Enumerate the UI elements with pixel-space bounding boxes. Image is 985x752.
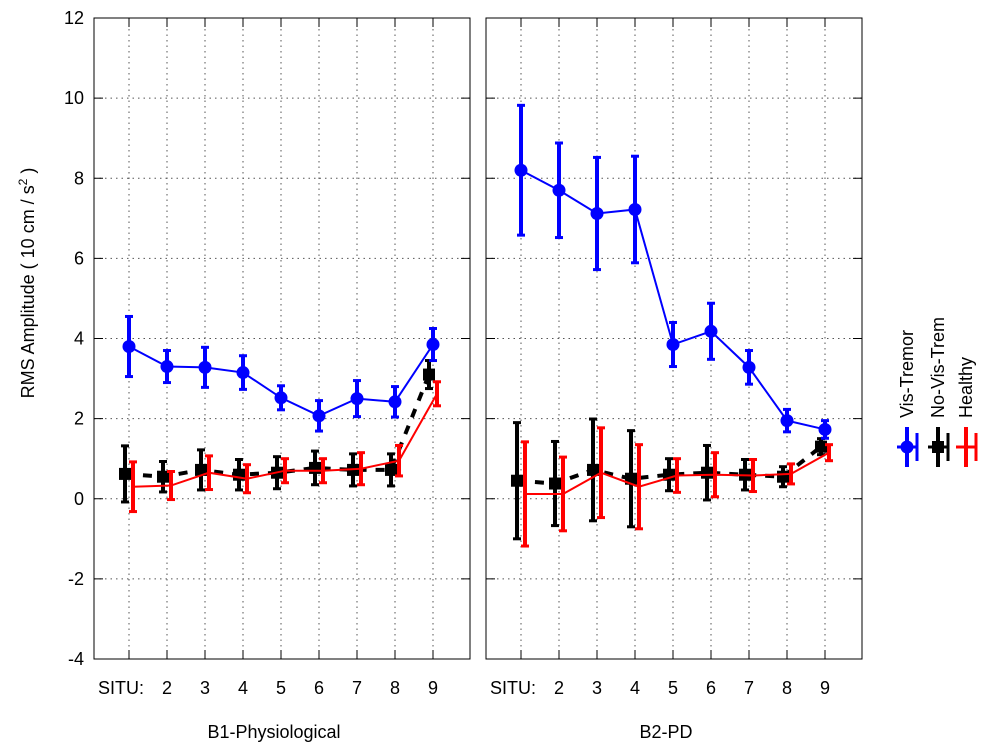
x-tick-label: 9 [820, 678, 830, 698]
y-axis-label: RMS Amplitude ( 10 cm / s2 ) [16, 168, 38, 399]
data-point [587, 463, 599, 476]
x-tick-label: SITU: [98, 678, 144, 698]
series-healthy [521, 426, 833, 548]
data-point [666, 338, 680, 352]
x-tick-label: 2 [554, 678, 564, 698]
data-point [157, 470, 169, 483]
data-point [742, 360, 756, 374]
x-tick-label: SITU: [490, 678, 536, 698]
y-tick-label: 12 [64, 8, 84, 28]
panel-2: SITU: 2 3 4 5 6 7 8 9 B2-PD [485, 17, 863, 742]
series-vis-tremor [514, 103, 832, 440]
panel-title: B2-PD [639, 722, 692, 742]
legend-key-marker [932, 441, 944, 453]
legend-label: Healthy [956, 357, 976, 418]
data-point [552, 183, 566, 197]
x-tick-label: 6 [314, 678, 324, 698]
x-tick-label: 5 [668, 678, 678, 698]
series-no-vis-trem [119, 359, 435, 504]
x-tick-label: 3 [200, 678, 210, 698]
data-point [122, 340, 136, 354]
legend-key-marker [900, 440, 914, 454]
series-no-vis-trem [511, 417, 827, 541]
legend: Vis-Tremor No-Vis-Trem Healthy [897, 317, 978, 467]
data-point [160, 360, 174, 374]
data-point [388, 395, 402, 409]
data-point [511, 474, 523, 487]
y-tick-label: 6 [74, 248, 84, 268]
x-tick-label: 7 [352, 678, 362, 698]
data-point [426, 338, 440, 352]
panel-title: B1-Physiological [207, 722, 340, 742]
y-tick-label: -4 [68, 649, 84, 669]
x-tick-label: 2 [162, 678, 172, 698]
series-line [124, 373, 431, 479]
data-point [514, 163, 528, 177]
series-healthy [129, 380, 441, 514]
x-tick-label: 8 [390, 678, 400, 698]
data-point [704, 324, 718, 338]
series-line [516, 445, 823, 486]
y-tick-label: -2 [68, 569, 84, 589]
data-point [195, 463, 207, 476]
data-point [385, 463, 397, 476]
data-point [549, 477, 561, 490]
y-tick-label: 10 [64, 88, 84, 108]
data-point [701, 466, 713, 479]
data-point [780, 414, 794, 428]
y-tick-label: 2 [74, 409, 84, 429]
x-tick-label: 6 [706, 678, 716, 698]
data-point [119, 467, 131, 480]
data-point [628, 202, 642, 216]
x-tick-label: 3 [592, 678, 602, 698]
data-point [590, 207, 604, 221]
x-tick-label: 4 [630, 678, 640, 698]
y-tick-label: 0 [74, 489, 84, 509]
data-point [423, 368, 435, 381]
x-tick-label: 7 [744, 678, 754, 698]
panel-1: -4 -2 0 2 4 6 8 10 12 SITU: 2 3 4 5 6 7 8 9 B1-Physiologic… [64, 8, 471, 742]
data-point [777, 470, 789, 483]
x-tick-label: 9 [428, 678, 438, 698]
data-point [309, 461, 321, 474]
legend-label: Vis-Tremor [897, 330, 917, 418]
x-tick-label: 5 [276, 678, 286, 698]
data-point [818, 422, 832, 436]
series-vis-tremor [122, 314, 440, 433]
data-point [350, 392, 364, 406]
data-point [236, 366, 250, 380]
y-tick-label: 8 [74, 168, 84, 188]
data-point [274, 391, 288, 405]
data-point [815, 440, 827, 453]
data-point [198, 360, 212, 374]
legend-label: No-Vis-Trem [928, 317, 948, 418]
data-point [312, 409, 326, 423]
x-tick-label: 4 [238, 678, 248, 698]
x-tick-label: 8 [782, 678, 792, 698]
y-tick-label: 4 [74, 329, 84, 349]
